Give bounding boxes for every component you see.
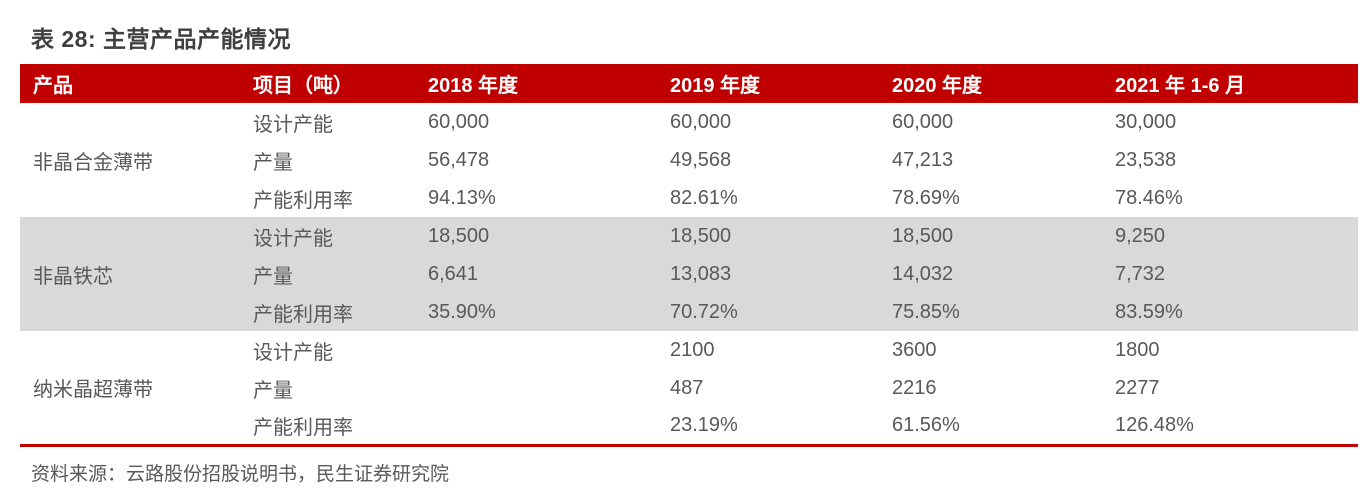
value-cell: 60,000 xyxy=(670,110,732,133)
table-header: 产品 项目（吨） 2018 年度 2019 年度 2020 年度 2021 年 1-6 月 xyxy=(20,64,1358,103)
product-name-cell: 非晶合金薄带 xyxy=(33,151,153,174)
value-cell: 487 xyxy=(670,376,704,399)
value-cell: 2277 xyxy=(1115,376,1160,399)
column-header: 项目（吨） xyxy=(253,75,353,97)
header-row: 产品 项目（吨） 2018 年度 2019 年度 2020 年度 2021 年 1-6 月 xyxy=(20,64,1358,103)
value-cell: 60,000 xyxy=(892,110,954,133)
capacity-table: 产品 项目（吨） 2018 年度 2019 年度 2020 年度 2021 年 1-6 月… xyxy=(20,64,1358,447)
value-cell: 14,032 xyxy=(892,262,954,285)
value-cell: 23,538 xyxy=(1115,148,1177,171)
value-cell: 56,478 xyxy=(428,148,490,171)
item-label-cell: 设计产能 xyxy=(253,113,333,136)
value-cell: 35.90% xyxy=(428,300,496,323)
value-cell: 60,000 xyxy=(428,110,490,133)
column-header: 2019 年度 xyxy=(670,75,761,97)
table-row: 纳米晶超薄带 设计产能 2100 3600 1800 xyxy=(20,331,1358,401)
table-row: 产量 6,641 13,083 14,032 7,732 xyxy=(20,255,1358,293)
item-label-cell: 设计产能 xyxy=(253,227,333,250)
table-row: 产能利用率 23.19% 61.56% 126.48% xyxy=(20,407,1358,445)
product-name-cell: 纳米晶超薄带 xyxy=(33,378,153,401)
value-cell: 6,641 xyxy=(428,262,479,285)
table-body: 非晶合金薄带 设计产能 60,000 60,000 60,000 30,000 产量 56,4… xyxy=(20,103,1358,445)
column-header: 2018 年度 xyxy=(428,75,519,97)
value-cell: 126.48% xyxy=(1115,413,1194,436)
item-label-cell: 产能利用率 xyxy=(253,189,353,212)
value-cell: 7,732 xyxy=(1115,262,1166,285)
table-row: 产量 487 2216 2277 xyxy=(20,369,1358,407)
column-header: 2021 年 1-6 月 xyxy=(1115,75,1246,97)
value-cell: 94.13% xyxy=(428,186,496,209)
item-label-cell: 产量 xyxy=(253,379,293,402)
table-title: 表 28: 主营产品产能情况 xyxy=(31,26,292,52)
column-header: 产品 xyxy=(33,75,73,97)
value-cell: 18,500 xyxy=(428,224,490,247)
value-cell: 18,500 xyxy=(670,224,732,247)
value-cell xyxy=(415,331,657,369)
value-cell: 49,568 xyxy=(670,148,732,171)
value-cell: 2216 xyxy=(892,376,937,399)
value-cell: 23.19% xyxy=(670,413,738,436)
value-cell: 82.61% xyxy=(670,186,738,209)
value-cell: 3600 xyxy=(892,338,937,361)
report-table-section: 表 28: 主营产品产能情况 产品 项目（吨） 2018 年度 2019 年度 2020… xyxy=(20,0,1358,486)
product-name-cell: 非晶铁芯 xyxy=(33,265,113,288)
value-cell: 78.46% xyxy=(1115,186,1183,209)
value-cell: 13,083 xyxy=(670,262,732,285)
value-cell: 78.69% xyxy=(892,186,960,209)
source-note: 资料来源：云路股份招股说明书，民生证券研究院 xyxy=(31,463,450,485)
table-row: 产能利用率 94.13% 82.61% 78.69% 78.46% xyxy=(20,179,1358,217)
item-label-cell: 产能利用率 xyxy=(253,416,353,439)
value-cell: 70.72% xyxy=(670,300,738,323)
value-cell: 18,500 xyxy=(892,224,954,247)
table-row: 非晶合金薄带 设计产能 60,000 60,000 60,000 30,000 xyxy=(20,103,1358,174)
value-cell: 30,000 xyxy=(1115,110,1177,133)
value-cell xyxy=(415,369,657,407)
item-label-cell: 产能利用率 xyxy=(253,303,353,326)
table-row: 非晶铁芯 设计产能 18,500 18,500 18,500 9,250 xyxy=(20,217,1358,288)
item-label-cell: 设计产能 xyxy=(253,341,333,364)
table-row: 产能利用率 35.90% 70.72% 75.85% 83.59% xyxy=(20,293,1358,331)
value-cell: 47,213 xyxy=(892,148,954,171)
table-row: 产量 56,478 49,568 47,213 23,538 xyxy=(20,141,1358,179)
value-cell: 83.59% xyxy=(1115,300,1183,323)
value-cell: 1800 xyxy=(1115,338,1160,361)
value-cell: 9,250 xyxy=(1115,224,1166,247)
value-cell: 75.85% xyxy=(892,300,960,323)
column-header: 2020 年度 xyxy=(892,75,983,97)
value-cell: 2100 xyxy=(670,338,715,361)
item-label-cell: 产量 xyxy=(253,151,293,174)
value-cell: 61.56% xyxy=(892,413,960,436)
value-cell xyxy=(415,407,657,445)
item-label-cell: 产量 xyxy=(253,265,293,288)
